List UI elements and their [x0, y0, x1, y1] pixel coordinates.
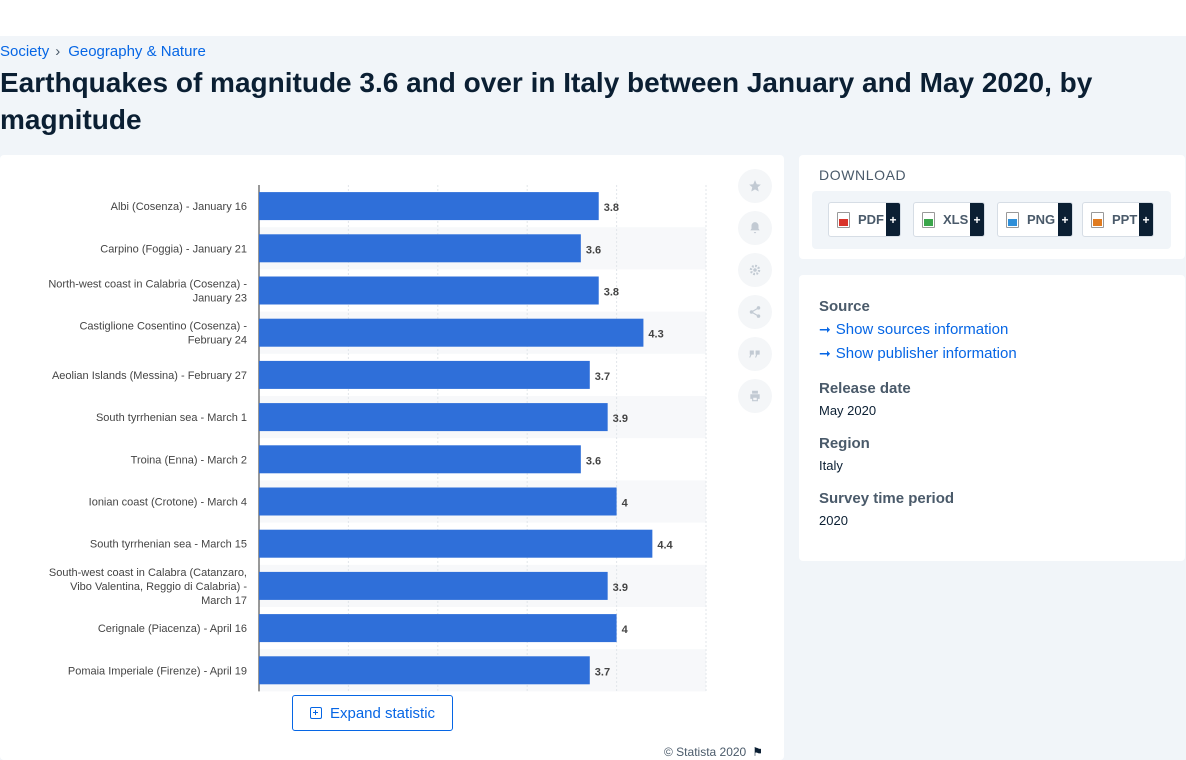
- download-card: DOWNLOAD PDF + XLS + PNG + PPT +: [799, 155, 1185, 259]
- release-date-value: May 2020: [819, 403, 877, 418]
- download-ppt-button[interactable]: PPT +: [1082, 202, 1154, 237]
- breadcrumb: Society › Geography & Nature: [0, 43, 206, 60]
- star-icon[interactable]: [738, 169, 772, 203]
- expand-statistic-label: Expand statistic: [329, 704, 436, 722]
- category-label: South tyrrhenian sea - March 15: [90, 539, 247, 551]
- data-label: 3.8: [604, 202, 619, 214]
- arrow-right-icon: ➞: [819, 321, 831, 337]
- data-label: 3.7: [595, 666, 610, 678]
- bar[interactable]: [259, 445, 581, 474]
- plus-icon: +: [970, 203, 984, 236]
- show-publisher-link[interactable]: ➞ Show publisher information: [819, 345, 1017, 362]
- data-label: 3.7: [595, 371, 610, 383]
- info-card: Source ➞ Show sources information ➞ Show…: [799, 275, 1185, 561]
- download-xls-label: XLS: [943, 212, 969, 227]
- bar[interactable]: [259, 529, 653, 558]
- data-label: 3.9: [613, 413, 628, 425]
- category-label: South-west coast in Calabra (Catanzaro,: [49, 567, 247, 579]
- category-label: Cerignale (Piacenza) - April 16: [98, 623, 247, 635]
- plus-icon: +: [886, 203, 900, 236]
- credit-text: © Statista 2020: [664, 745, 747, 759]
- survey-period-label: Survey time period: [819, 490, 955, 507]
- category-label: Aeolian Islands (Messina) - February 27: [52, 370, 247, 382]
- category-label: February 24: [188, 335, 247, 347]
- category-label: Albi (Cosenza) - January 16: [111, 201, 247, 213]
- category-label: January 23: [193, 293, 247, 305]
- bar[interactable]: [259, 360, 590, 389]
- breadcrumb-society[interactable]: Society: [0, 43, 50, 60]
- category-label: North-west coast in Calabria (Cosenza) -: [48, 279, 247, 291]
- expand-statistic-button[interactable]: Expand statistic: [292, 695, 453, 731]
- category-label: South tyrrhenian sea - March 1: [96, 412, 247, 424]
- bar[interactable]: [259, 403, 608, 432]
- png-file-icon: [1006, 211, 1019, 228]
- download-ppt-label: PPT: [1112, 212, 1138, 227]
- source-label: Source: [819, 298, 870, 315]
- statista-credit[interactable]: © Statista 2020 ⚑: [664, 745, 763, 759]
- data-label: 4.4: [657, 540, 673, 552]
- data-label: 4: [622, 624, 629, 636]
- gear-icon[interactable]: [738, 253, 772, 287]
- xls-file-icon: [922, 211, 935, 228]
- download-pdf-button[interactable]: PDF +: [828, 202, 901, 237]
- chart-toolbar: [738, 169, 772, 413]
- flag-icon[interactable]: ⚑: [752, 745, 763, 759]
- data-label: 4.3: [648, 329, 663, 341]
- print-icon[interactable]: [738, 379, 772, 413]
- chart-fade-overlay: [0, 755, 720, 760]
- show-publisher-label: Show publisher information: [835, 345, 1017, 362]
- download-png-button[interactable]: PNG +: [997, 202, 1073, 237]
- download-png-label: PNG: [1027, 212, 1056, 227]
- category-label: March 17: [201, 595, 247, 607]
- bar[interactable]: [259, 318, 644, 347]
- bar[interactable]: [259, 234, 581, 263]
- bar[interactable]: [259, 487, 617, 516]
- page-title: Earthquakes of magnitude 3.6 and over in…: [0, 67, 1093, 135]
- category-label: Troina (Enna) - March 2: [131, 454, 247, 466]
- bell-icon[interactable]: [738, 211, 772, 245]
- download-xls-button[interactable]: XLS +: [913, 202, 985, 237]
- chart-card: 3.8 Albi (Cosenza) - January 16 3.6 Carpino…: [0, 155, 784, 760]
- data-label: 4: [622, 498, 629, 510]
- plus-icon: +: [1058, 203, 1072, 236]
- data-label: 3.8: [604, 287, 619, 299]
- data-label: 3.9: [613, 582, 628, 594]
- show-sources-link[interactable]: ➞ Show sources information: [819, 321, 1008, 338]
- category-label: Vibo Valentina, Reggio di Calabria) -: [70, 581, 247, 593]
- survey-period-value: 2020: [819, 513, 848, 528]
- data-label: 3.6: [586, 244, 601, 256]
- region-value: Italy: [819, 458, 843, 473]
- expand-icon: [309, 707, 322, 719]
- bar[interactable]: [259, 571, 608, 600]
- release-date-label: Release date: [819, 380, 911, 397]
- data-label: 3.6: [586, 455, 601, 467]
- quote-icon[interactable]: [738, 337, 772, 371]
- category-label: Pomaia Imperiale (Firenze) - April 19: [68, 665, 247, 677]
- bar-chart: 3.8 Albi (Cosenza) - January 16 3.6 Carpino…: [48, 185, 707, 692]
- plus-icon: +: [1139, 203, 1153, 236]
- download-buttons: PDF + XLS + PNG + PPT +: [812, 191, 1171, 249]
- show-sources-label: Show sources information: [835, 321, 1009, 338]
- breadcrumb-separator: ›: [55, 43, 61, 60]
- category-label: Castiglione Cosentino (Cosenza) -: [79, 321, 247, 333]
- top-bar: [0, 0, 1186, 36]
- download-title: DOWNLOAD: [819, 167, 907, 183]
- region-label: Region: [819, 435, 870, 452]
- ppt-file-icon: [1091, 211, 1104, 228]
- download-pdf-label: PDF: [858, 212, 884, 227]
- bar[interactable]: [259, 614, 617, 643]
- arrow-right-icon: ➞: [819, 345, 831, 361]
- pdf-file-icon: [837, 211, 850, 228]
- share-icon[interactable]: [738, 295, 772, 329]
- bar[interactable]: [259, 656, 590, 685]
- category-label: Ionian coast (Crotone) - March 4: [89, 497, 247, 509]
- category-label: Carpino (Foggia) - January 21: [100, 243, 247, 255]
- bar[interactable]: [259, 192, 599, 221]
- bar[interactable]: [259, 276, 599, 305]
- breadcrumb-geography[interactable]: Geography & Nature: [68, 43, 206, 60]
